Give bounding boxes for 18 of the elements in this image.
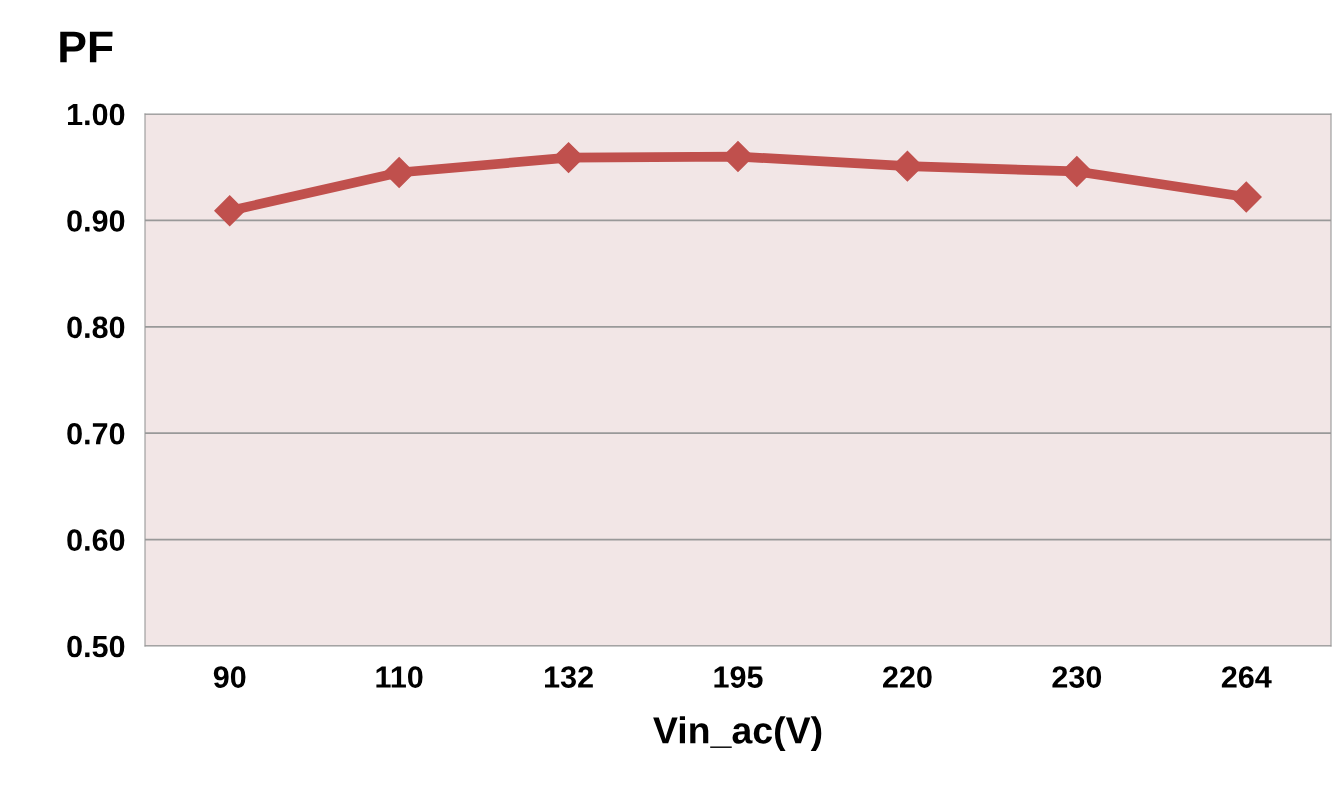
x-tick-label: 264 (1221, 666, 1272, 688)
x-tick-label: 110 (376, 666, 423, 688)
x-tick-label: 220 (883, 666, 932, 688)
x-tick-label: 230 (1052, 666, 1102, 688)
x-tick-label: 195 (714, 666, 763, 688)
y-tick-label: 0.90 (67, 210, 125, 232)
y-axis-title: PF (60, 31, 113, 63)
point (1230, 181, 1262, 213)
x-tick-label: 90 (213, 666, 246, 688)
y-tick-label: 0.50 (67, 635, 125, 658)
y-tick-label: 0.60 (67, 529, 125, 551)
point (383, 157, 415, 188)
y-tick-label: 0.80 (67, 316, 125, 339)
x-tick-label: 132 (545, 666, 593, 688)
y-tick-label: 1.00 (68, 103, 125, 126)
y-tick-label: 0.70 (67, 422, 125, 445)
point (214, 195, 246, 227)
x-axis-title: Vin_ac(V) (653, 716, 822, 752)
